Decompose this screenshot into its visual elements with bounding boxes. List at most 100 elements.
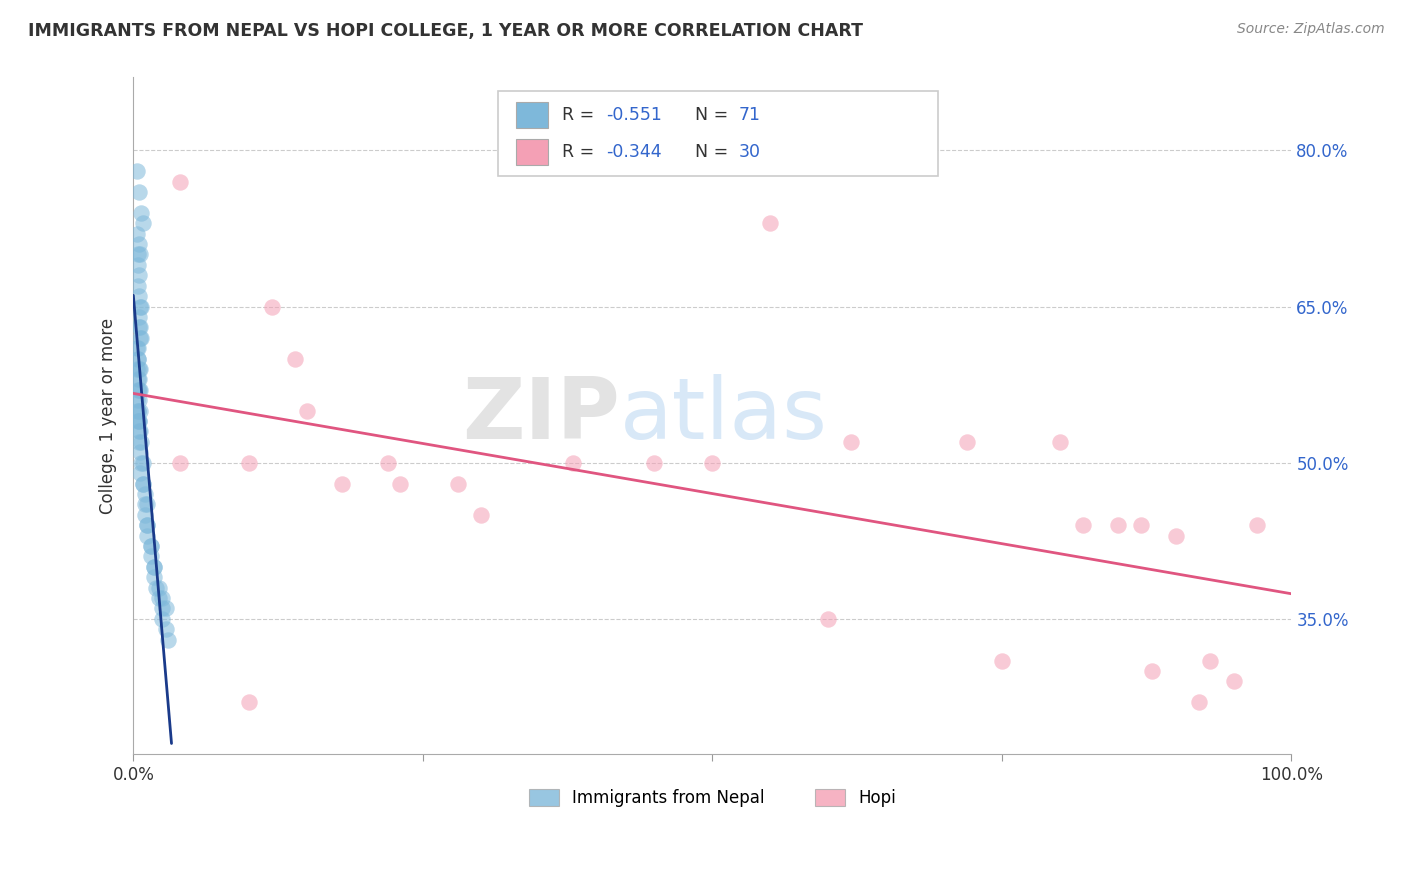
Point — [129, 466, 152, 480]
Point — [125, 227, 148, 241]
Text: atlas: atlas — [620, 375, 828, 458]
Point — [139, 539, 162, 553]
Point — [841, 434, 863, 449]
Point — [1246, 518, 1268, 533]
Point — [128, 434, 150, 449]
Point — [129, 331, 152, 345]
Point — [129, 300, 152, 314]
Point — [127, 372, 149, 386]
Y-axis label: College, 1 year or more: College, 1 year or more — [100, 318, 117, 514]
Point — [131, 434, 153, 449]
Text: 71: 71 — [740, 105, 761, 124]
Point — [1222, 674, 1244, 689]
Point — [127, 403, 149, 417]
Point — [128, 310, 150, 324]
Point — [128, 383, 150, 397]
Point — [134, 487, 156, 501]
Point — [562, 456, 585, 470]
Point — [1164, 528, 1187, 542]
Point — [169, 456, 191, 470]
Point — [817, 612, 839, 626]
Point — [1071, 518, 1094, 533]
Point — [136, 497, 159, 511]
FancyBboxPatch shape — [516, 139, 548, 165]
Point — [1129, 518, 1152, 533]
Point — [157, 632, 180, 647]
Point — [1188, 695, 1211, 709]
Point — [136, 518, 159, 533]
Point — [139, 539, 162, 553]
Point — [129, 445, 152, 459]
Point — [127, 351, 149, 366]
Point — [377, 456, 399, 470]
Point — [284, 351, 307, 366]
Point — [136, 528, 159, 542]
Point — [295, 403, 318, 417]
Point — [1142, 664, 1164, 678]
Point — [127, 278, 149, 293]
Point — [127, 258, 149, 272]
Point — [150, 612, 173, 626]
Point — [128, 362, 150, 376]
Point — [127, 247, 149, 261]
Text: -0.551: -0.551 — [606, 105, 662, 124]
Point — [238, 456, 260, 470]
Point — [169, 175, 191, 189]
Point — [131, 476, 153, 491]
Point — [446, 476, 468, 491]
Point — [643, 456, 665, 470]
Point — [143, 559, 166, 574]
Point — [155, 601, 177, 615]
Point — [127, 414, 149, 428]
Point — [127, 383, 149, 397]
Point — [125, 341, 148, 355]
Point — [128, 320, 150, 334]
Point — [128, 185, 150, 199]
Point — [1107, 518, 1129, 533]
Point — [991, 653, 1014, 667]
Point — [150, 591, 173, 605]
Point — [131, 300, 153, 314]
Point — [127, 403, 149, 417]
Point — [148, 581, 170, 595]
Point — [129, 320, 152, 334]
Point — [128, 414, 150, 428]
Point — [129, 425, 152, 439]
Point — [128, 425, 150, 439]
Text: Source: ZipAtlas.com: Source: ZipAtlas.com — [1237, 22, 1385, 37]
Point — [131, 331, 153, 345]
Point — [702, 456, 724, 470]
Text: R =: R = — [562, 105, 599, 124]
Point — [956, 434, 979, 449]
Point — [128, 289, 150, 303]
Point — [1199, 653, 1222, 667]
Legend: Immigrants from Nepal, Hopi: Immigrants from Nepal, Hopi — [522, 782, 903, 814]
Text: -0.344: -0.344 — [606, 143, 661, 161]
Text: N =: N = — [695, 143, 734, 161]
Point — [129, 362, 152, 376]
Point — [388, 476, 411, 491]
Point — [129, 383, 152, 397]
Point — [127, 351, 149, 366]
Text: 30: 30 — [740, 143, 761, 161]
Point — [759, 216, 782, 230]
Point — [128, 393, 150, 408]
Point — [134, 497, 156, 511]
Point — [128, 372, 150, 386]
Point — [470, 508, 492, 522]
Point — [143, 559, 166, 574]
Point — [136, 518, 159, 533]
Point — [155, 622, 177, 636]
Point — [125, 393, 148, 408]
Point — [262, 300, 284, 314]
Point — [131, 216, 153, 230]
Point — [150, 601, 173, 615]
FancyBboxPatch shape — [498, 91, 938, 176]
Text: R =: R = — [562, 143, 599, 161]
Point — [134, 508, 156, 522]
Point — [129, 403, 152, 417]
Point — [131, 456, 153, 470]
Point — [131, 206, 153, 220]
Point — [143, 570, 166, 584]
Point — [139, 549, 162, 564]
